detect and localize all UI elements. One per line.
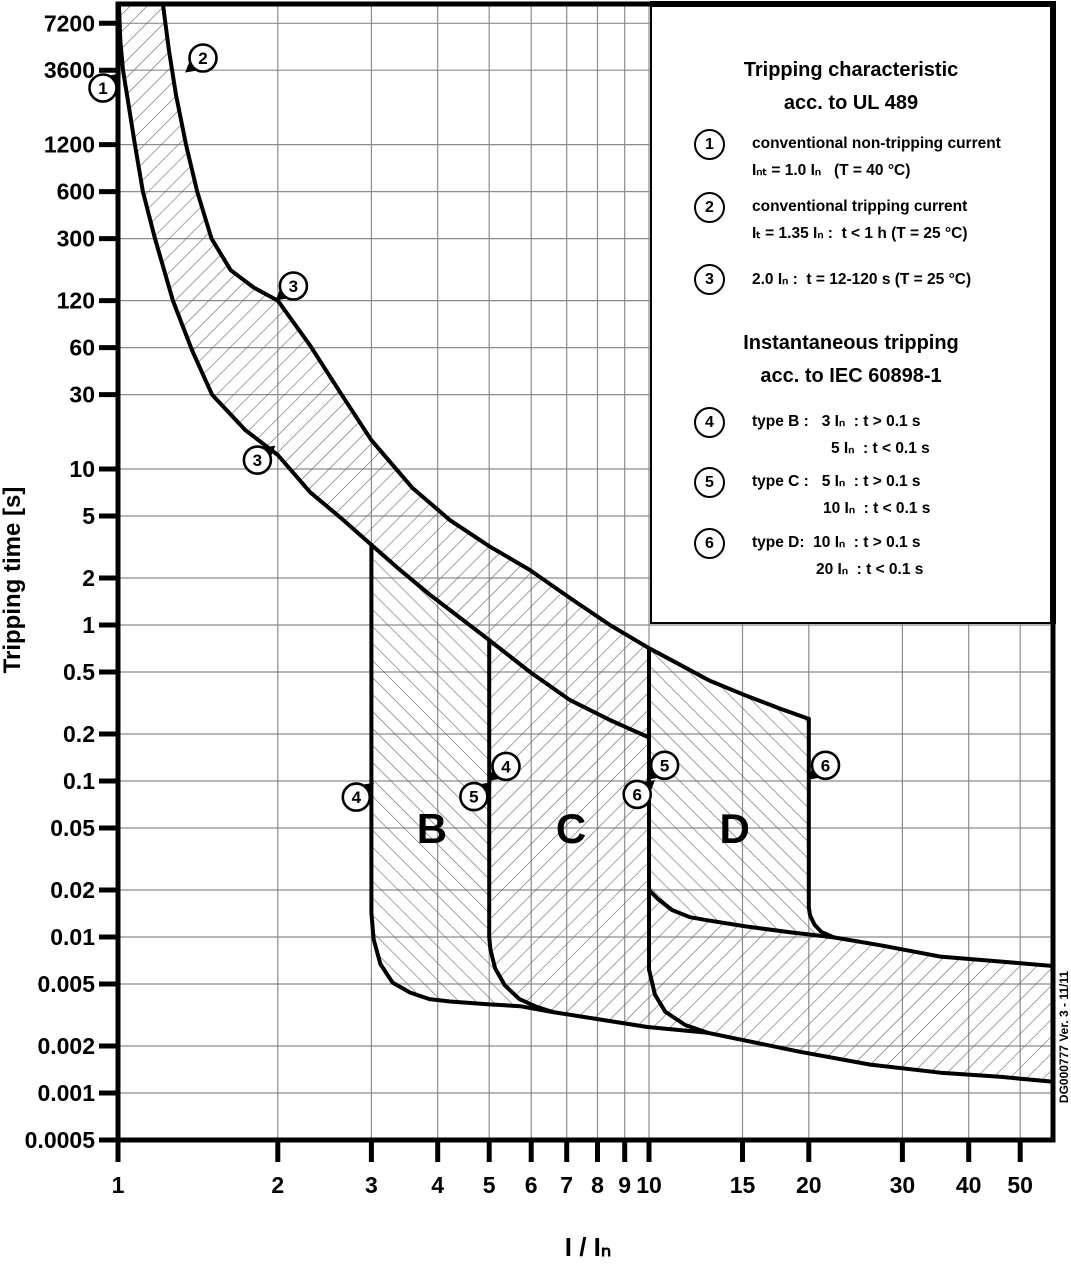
callout-number-4: 4: [352, 788, 362, 807]
legend-title-iec-line2: acc. to IEC 60898-1: [760, 365, 942, 387]
svg-text:0.1: 0.1: [63, 768, 95, 794]
typeB-band: [371, 544, 554, 1013]
svg-text:0.002: 0.002: [37, 1033, 95, 1059]
callout-circle-1: [88, 73, 118, 103]
curve-thermal_lower: [116, 2, 651, 740]
region-label-D: D: [720, 805, 750, 852]
svg-text:0.005: 0.005: [37, 971, 95, 997]
svg-text:7200: 7200: [44, 10, 95, 36]
callout-number-1: 1: [98, 79, 107, 98]
svg-text:30: 30: [69, 382, 95, 408]
callout-number-5: 5: [469, 788, 478, 807]
legend-title-iec: Instantaneous tripping acc. to IEC 60898…: [652, 327, 1050, 393]
callout-circle-6: [810, 750, 841, 781]
callout-circle-5: [459, 781, 489, 812]
y-axis-title: Tripping time [s]: [0, 486, 26, 674]
callout-circle-6: [622, 779, 653, 810]
legend-item-6-text: type D: 10 Iₙ : t > 0.1 s 20 Iₙ : t < 0.1…: [752, 534, 924, 578]
svg-text:0.02: 0.02: [50, 877, 95, 903]
legend-title-ul489: Tripping characteristic acc. to UL 489: [652, 54, 1050, 120]
svg-text:0.001: 0.001: [37, 1080, 95, 1106]
legend-marker-1: 1: [694, 129, 725, 160]
svg-text:600: 600: [57, 179, 95, 205]
legend-marker-2: 2: [694, 192, 725, 223]
callout-number-3: 3: [253, 451, 262, 470]
svg-text:10: 10: [636, 1172, 662, 1198]
legend-item-2-text: conventional tripping current Iₜ = 1.35 I…: [752, 198, 968, 242]
doc-code: DG000777 Ver. 3 - 11/11: [1057, 970, 1071, 1104]
legend-item-3-text: 2.0 Iₙ : t = 12-120 s (T = 25 °C): [752, 271, 972, 288]
svg-text:0.2: 0.2: [63, 721, 95, 747]
svg-text:3600: 3600: [44, 57, 95, 83]
svg-text:1: 1: [112, 1172, 125, 1198]
legend-title-ul489-line2: acc. to UL 489: [783, 92, 919, 114]
callout-number-3: 3: [289, 277, 298, 296]
svg-text:1: 1: [82, 612, 95, 638]
characteristic-curves: [116, 2, 1056, 1084]
svg-text:8: 8: [591, 1172, 604, 1198]
legend-item-5-text: type C : 5 Iₙ : t > 0.1 s 10 Iₙ : t < 0.1…: [752, 473, 931, 517]
svg-text:5: 5: [82, 503, 95, 529]
svg-text:20: 20: [796, 1172, 822, 1198]
legend-item-1-text: conventional non-tripping current Iₙₜ = 1…: [752, 135, 1001, 179]
legend-marker-5: 5: [694, 467, 725, 498]
curve-char10: [647, 646, 710, 1035]
svg-text:6: 6: [525, 1172, 538, 1198]
callout-circle-4: [341, 782, 372, 812]
svg-text:30: 30: [890, 1172, 916, 1198]
legend-marker-3: 3: [694, 264, 725, 295]
svg-text:50: 50: [1007, 1172, 1033, 1198]
curve-char3: [369, 542, 1056, 1084]
legend-title-iec-line1: Instantaneous tripping: [743, 332, 959, 354]
svg-text:5: 5: [483, 1172, 496, 1198]
svg-text:7: 7: [560, 1172, 573, 1198]
svg-text:300: 300: [57, 226, 95, 252]
axis-tick-labels: 7200360012006003001206030105210.50.20.10…: [25, 10, 1033, 1198]
svg-text:0.01: 0.01: [50, 924, 95, 950]
legend-panel: Tripping characteristic acc. to UL 489 1…: [650, 1, 1056, 624]
svg-text:9: 9: [618, 1172, 631, 1198]
legend-title-ul489-line1: Tripping characteristic: [743, 59, 959, 81]
svg-text:4: 4: [431, 1172, 444, 1198]
callout-circle-2: [188, 43, 218, 73]
region-label-C: C: [556, 805, 586, 852]
callout-circle-3: [242, 445, 273, 475]
legend-marker-4: 4: [694, 407, 725, 438]
callout-circle-4: [491, 751, 521, 782]
curve-char5: [487, 638, 556, 1015]
axis-ticks: [99, 20, 1023, 1162]
callout-circle-5: [649, 750, 680, 781]
callout-number-2: 2: [198, 49, 207, 68]
svg-text:40: 40: [956, 1172, 982, 1198]
svg-text:0.5: 0.5: [63, 659, 95, 685]
thermal-and-typeC-band: [118, 4, 1054, 1082]
svg-text:60: 60: [69, 335, 95, 361]
svg-text:2: 2: [82, 565, 95, 591]
region-labels: B C D: [417, 805, 750, 852]
callout-circle-3: [278, 271, 309, 301]
legend-marker-6: 6: [694, 528, 725, 559]
svg-text:120: 120: [57, 288, 95, 314]
curve-inst_upper: [647, 888, 1056, 968]
typeD-band: [649, 648, 834, 938]
callout-number-6: 6: [821, 756, 830, 775]
x-axis-title: I / Iₙ: [564, 1232, 612, 1262]
svg-text:3: 3: [365, 1172, 378, 1198]
curve-thermal_upper: [160, 2, 811, 721]
svg-text:15: 15: [730, 1172, 756, 1198]
region-label-B: B: [417, 805, 447, 852]
curve-char20: [806, 716, 836, 940]
svg-text:0.0005: 0.0005: [25, 1127, 96, 1153]
svg-text:0.05: 0.05: [50, 815, 95, 841]
callout-number-6: 6: [632, 785, 641, 804]
callout-number-5: 5: [660, 756, 669, 775]
svg-text:10: 10: [69, 456, 95, 482]
svg-text:2: 2: [271, 1172, 284, 1198]
hatched-tolerance-bands: [118, 4, 1054, 1082]
callout-number-4: 4: [501, 757, 511, 776]
svg-text:1200: 1200: [44, 132, 95, 158]
